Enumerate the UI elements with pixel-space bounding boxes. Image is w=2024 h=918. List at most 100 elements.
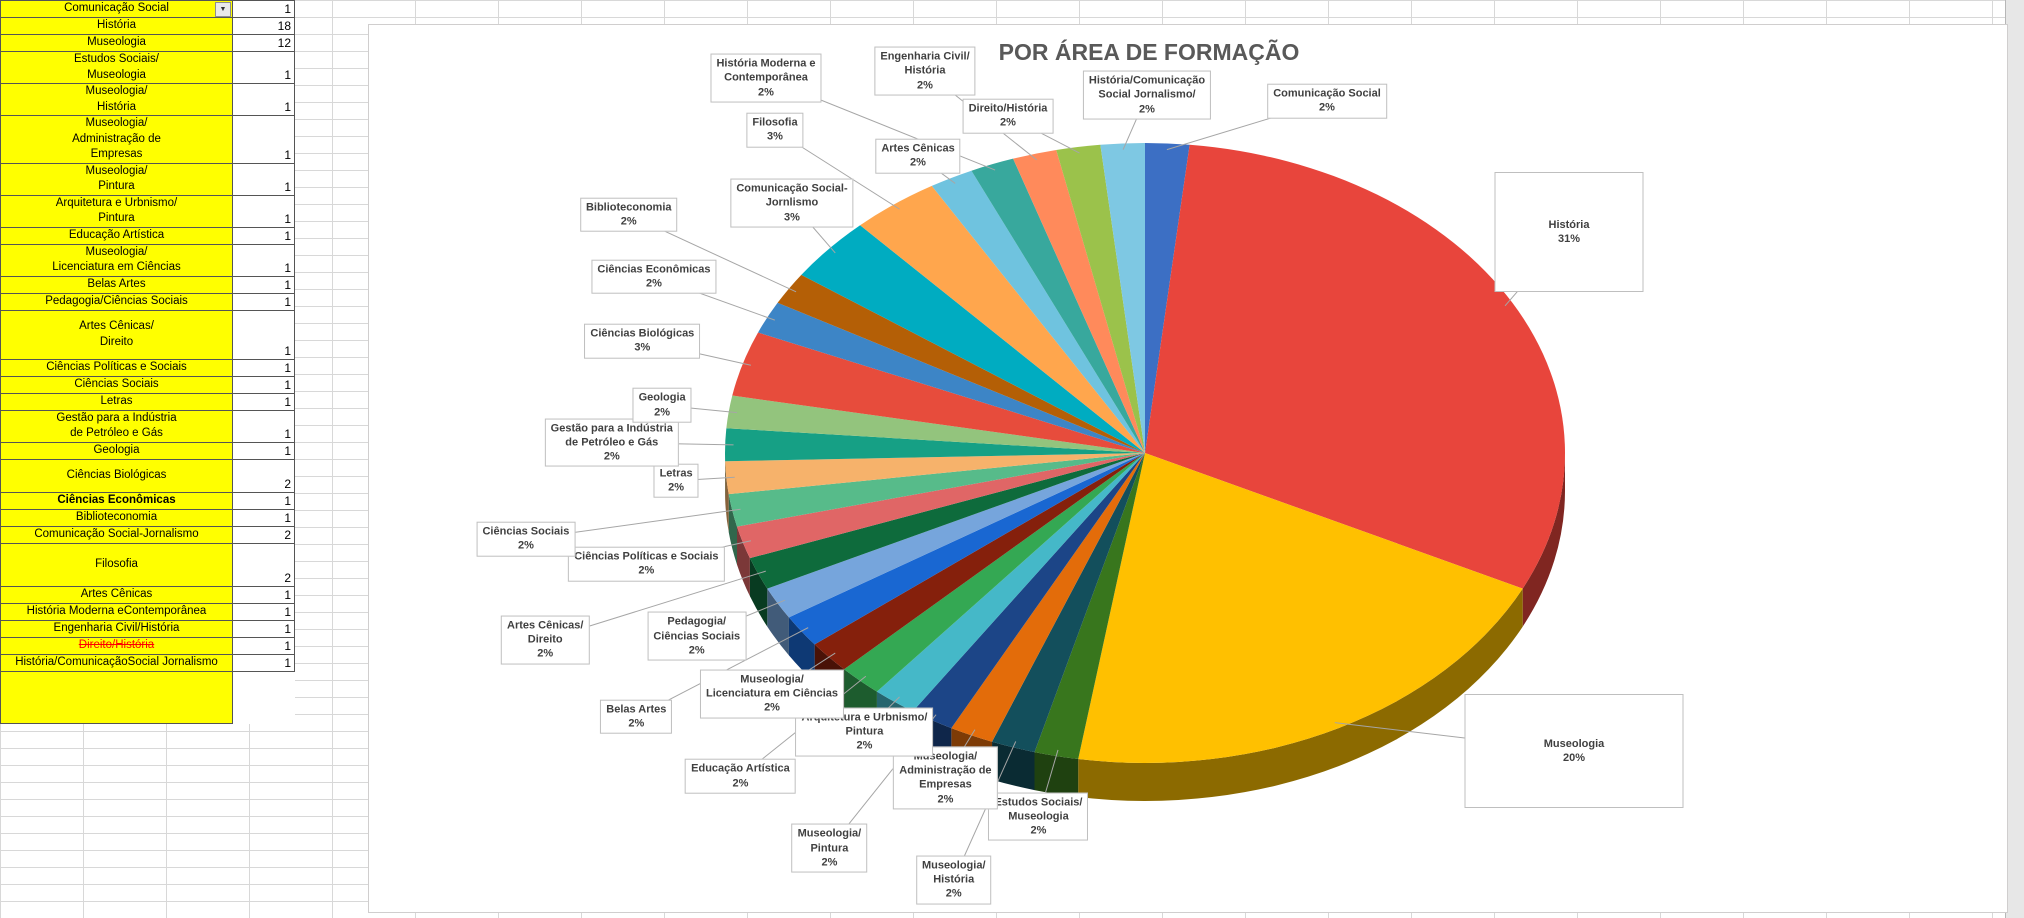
chart-data-label[interactable]: Museologia/Licenciatura em Ciências 2%: [699, 669, 845, 719]
category-cell[interactable]: Comunicação Social-Jornalismo: [1, 526, 233, 544]
chart-data-label[interactable]: Artes Cênicas/Direito 2%: [501, 615, 590, 665]
pie-slice[interactable]: [1034, 453, 1145, 760]
count-cell[interactable]: 1: [233, 359, 295, 377]
chart-data-label[interactable]: Museologia/Administração de Empresas 2%: [893, 746, 998, 810]
category-cell[interactable]: Geologia: [1, 442, 233, 460]
count-cell[interactable]: 2: [233, 459, 295, 493]
chart-data-label[interactable]: Ciências Econômicas 2%: [591, 259, 717, 295]
category-cell[interactable]: Engenharia Civil/História: [1, 620, 233, 638]
chart-data-label[interactable]: Ciências Sociais 2%: [476, 521, 576, 557]
count-cell[interactable]: 1: [233, 654, 295, 672]
count-cell[interactable]: 18: [233, 18, 295, 35]
category-cell[interactable]: Letras: [1, 393, 233, 411]
pie-slice[interactable]: [1013, 150, 1145, 453]
pie-slice[interactable]: [732, 332, 1145, 453]
chart-data-label[interactable]: Ciências Biológicas 3%: [584, 323, 701, 359]
chart-data-label[interactable]: História Moderna e Contemporânea 2%: [710, 53, 822, 103]
pie-slice[interactable]: [758, 302, 1145, 453]
chart-data-label[interactable]: Arquitetura e Urbnismo/Pintura 2%: [795, 707, 934, 757]
count-cell[interactable]: 1: [233, 509, 295, 527]
category-cell[interactable]: Artes Cênicas/ Direito: [1, 310, 233, 360]
pie-slice[interactable]: [971, 158, 1145, 453]
chart-title[interactable]: POR ÁREA DE FORMAÇÃO: [998, 39, 1300, 65]
category-cell[interactable]: Ciências Sociais: [1, 376, 233, 394]
chart-data-label[interactable]: Ciências Políticas e Sociais 2%: [568, 546, 725, 582]
category-cell[interactable]: Ciências Econômicas: [1, 492, 233, 510]
chart-data-label[interactable]: Direito/História 2%: [962, 98, 1054, 134]
count-cell[interactable]: 1: [233, 310, 295, 360]
chart-data-label[interactable]: Biblioteconomia 2%: [579, 197, 678, 232]
count-cell[interactable]: 1: [233, 276, 295, 294]
pie-slice[interactable]: [814, 453, 1145, 670]
pie-slice[interactable]: [1078, 453, 1523, 763]
pie-slice[interactable]: [777, 274, 1145, 453]
chart-data-label[interactable]: Museologia 20%: [1464, 694, 1684, 808]
category-cell[interactable]: Museologia/ História: [1, 84, 233, 116]
filter-dropdown-button[interactable]: ▼: [215, 2, 231, 17]
pie-slice[interactable]: [801, 225, 1145, 453]
count-cell[interactable]: 1: [233, 586, 295, 604]
count-cell[interactable]: 1: [233, 293, 295, 311]
category-cell[interactable]: Museologia/ Licenciatura em Ciências: [1, 244, 233, 277]
category-cell[interactable]: Pedagogia/Ciências Sociais: [1, 293, 233, 311]
count-cell[interactable]: 1: [233, 637, 295, 655]
chart-data-label[interactable]: Pedagogia/Ciências Sociais 2%: [647, 611, 747, 661]
chart-data-label[interactable]: Estudos Sociais/Museologia 2%: [988, 792, 1089, 842]
count-cell[interactable]: 1: [233, 116, 295, 164]
category-cell[interactable]: Ciências Políticas e Sociais: [1, 359, 233, 377]
category-cell[interactable]: Ciências Biológicas: [1, 459, 233, 493]
count-cell[interactable]: 1: [233, 84, 295, 116]
pie-slice[interactable]: [725, 453, 1145, 495]
category-cell[interactable]: Arquitetura e Urbnismo/ Pintura: [1, 195, 233, 228]
chart-data-label[interactable]: História 31%: [1494, 172, 1644, 292]
count-cell[interactable]: 1: [233, 244, 295, 277]
chart-data-label[interactable]: Museologia/História 2%: [915, 855, 992, 905]
category-cell[interactable]: História: [1, 18, 233, 35]
pie-slice[interactable]: [1145, 144, 1565, 589]
pie-slice[interactable]: [736, 453, 1145, 559]
category-cell[interactable]: Museologia/ Administração de Empresas: [1, 116, 233, 164]
pie-slice[interactable]: [876, 453, 1145, 712]
count-cell[interactable]: 1: [233, 393, 295, 411]
count-cell[interactable]: 12: [233, 35, 295, 52]
count-cell[interactable]: 1: [233, 442, 295, 460]
count-cell[interactable]: [233, 672, 295, 724]
count-cell[interactable]: 1: [233, 620, 295, 638]
count-cell[interactable]: 1: [233, 376, 295, 394]
category-cell[interactable]: Educação Artística: [1, 227, 233, 245]
pie-slice[interactable]: [912, 453, 1145, 729]
chart-data-label[interactable]: História/Comunicação Social Jornalismo/2%: [1082, 70, 1212, 120]
count-cell[interactable]: 1: [233, 1, 295, 18]
chart-data-label[interactable]: Museologia/Pintura 2%: [791, 823, 868, 873]
category-cell[interactable]: Comunicação Social ▼: [1, 1, 233, 18]
pie-slice[interactable]: [1145, 143, 1190, 453]
count-cell[interactable]: 1: [233, 492, 295, 510]
count-cell[interactable]: 2: [233, 543, 295, 587]
pie-slice[interactable]: [1100, 143, 1145, 453]
chart-data-label[interactable]: Comunicação Social 2%: [1267, 83, 1387, 119]
category-cell[interactable]: Gestão para a Indústria de Petróleo e Gá…: [1, 410, 233, 443]
chart-data-label[interactable]: Artes Cênicas 2%: [875, 138, 961, 174]
pie-slice[interactable]: [788, 453, 1145, 645]
chart-data-label[interactable]: Letras 2%: [653, 463, 699, 498]
chart-area[interactable]: Comunicação Social 2% História 31% Museologi…: [368, 24, 2008, 913]
count-cell[interactable]: 1: [233, 52, 295, 84]
chart-data-label[interactable]: Geologia 2%: [632, 387, 692, 423]
category-cell[interactable]: Estudos Sociais/ Museologia: [1, 52, 233, 84]
chart-data-label[interactable]: Gestão para a Indústria de Petróleo e Gás…: [544, 418, 679, 467]
category-cell[interactable]: Belas Artes: [1, 276, 233, 294]
category-cell[interactable]: Filosofia: [1, 543, 233, 587]
chart-data-label[interactable]: Filosofia 3%: [746, 112, 804, 148]
chart-data-label[interactable]: Comunicação Social- Jornlismo 3%: [730, 178, 854, 228]
count-cell[interactable]: 1: [233, 227, 295, 245]
pie-slice[interactable]: [726, 395, 1145, 453]
pie-slice[interactable]: [951, 453, 1145, 742]
category-cell[interactable]: História Moderna eContemporânea: [1, 603, 233, 621]
category-cell[interactable]: História/ComunicaçãoSocial Jornalismo: [1, 654, 233, 672]
count-cell[interactable]: 1: [233, 163, 295, 196]
category-cell[interactable]: [1, 671, 233, 724]
pie-slice[interactable]: [860, 185, 1145, 454]
category-cell[interactable]: Biblioteconomia: [1, 509, 233, 527]
chart-data-label[interactable]: Engenharia Civil/História 2%: [874, 46, 976, 96]
pie-slice[interactable]: [728, 453, 1145, 527]
